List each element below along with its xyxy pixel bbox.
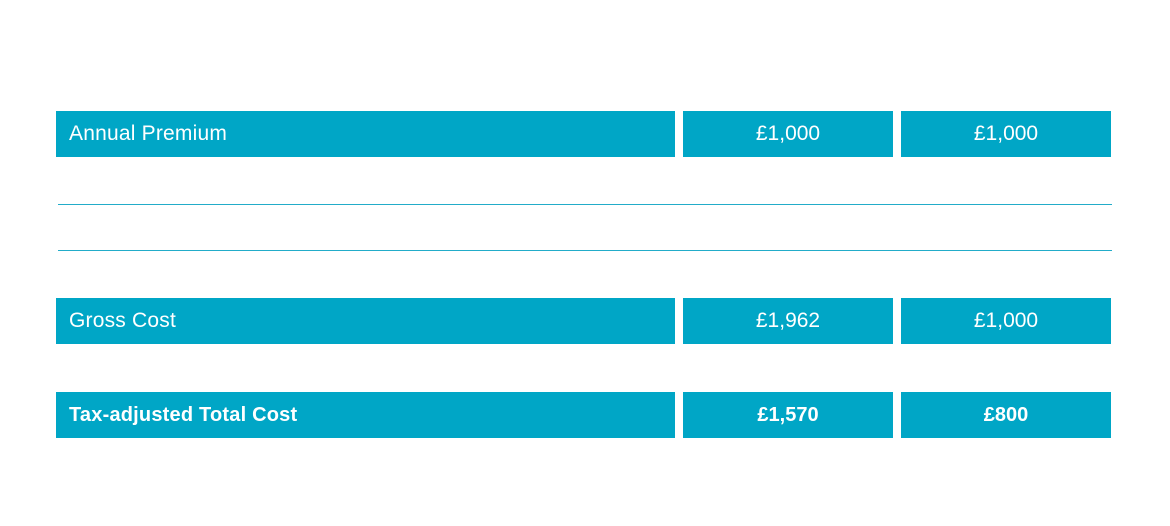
- row-label: Annual Premium: [56, 111, 675, 157]
- row-value-column-2: £1,000: [901, 298, 1111, 344]
- row-label: Tax-adjusted Total Cost: [56, 392, 675, 438]
- row-label: Gross Cost: [56, 298, 675, 344]
- divider-line: [58, 250, 1112, 251]
- row-value-column-2: £1,000: [901, 111, 1111, 157]
- row-value-column-1: £1,570: [683, 392, 893, 438]
- row-value-column-1: £1,962: [683, 298, 893, 344]
- divider-line: [58, 204, 1112, 205]
- row-value-column-1: £1,000: [683, 111, 893, 157]
- row-value-column-2: £800: [901, 392, 1111, 438]
